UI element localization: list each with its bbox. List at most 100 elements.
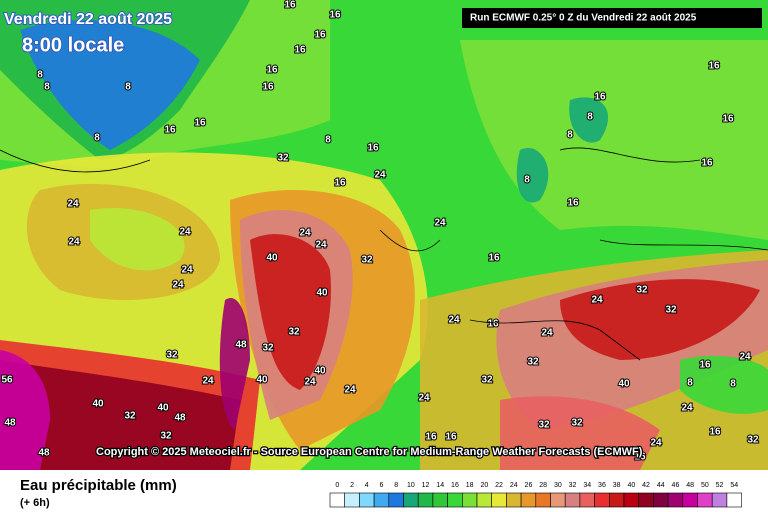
contour-label: 40 xyxy=(157,403,169,414)
scale-swatch xyxy=(535,492,551,508)
contour-label: 16 xyxy=(194,118,206,129)
contour-label: 24 xyxy=(299,228,311,239)
contour-label: 8 xyxy=(325,135,331,146)
map-date: Vendredi 22 août 2025 xyxy=(4,11,172,28)
scale-label: 4 xyxy=(365,482,369,489)
contour-label: 8 xyxy=(524,175,530,186)
scale-label: 44 xyxy=(657,482,665,489)
scale-swatch xyxy=(564,492,581,508)
scale-swatch xyxy=(726,492,742,508)
contour-label: 16 xyxy=(329,10,341,21)
contour-label: 16 xyxy=(567,198,579,209)
contour-label: 16 xyxy=(701,158,713,169)
scale-label: 40 xyxy=(627,482,635,489)
scale-swatch xyxy=(638,492,654,508)
scale-label: 50 xyxy=(701,482,709,489)
contour-label: 24 xyxy=(591,295,603,306)
scale-swatch xyxy=(417,492,434,508)
contour-label: 16 xyxy=(266,65,278,76)
contour-label: 24 xyxy=(172,280,184,291)
contour-label: 24 xyxy=(650,438,662,449)
contour-label: 24 xyxy=(418,393,430,404)
scale-swatch xyxy=(373,492,390,508)
field-region xyxy=(219,298,250,430)
contour-label: 24 xyxy=(374,170,386,181)
contour-label: 16 xyxy=(367,143,379,154)
scale-label: 46 xyxy=(672,482,680,489)
contour-label: 24 xyxy=(179,227,191,238)
contour-label: 8 xyxy=(587,112,593,123)
contour-label: 8 xyxy=(567,130,573,141)
scale-swatch xyxy=(403,492,419,508)
contour-label: 32 xyxy=(636,285,648,296)
contour-label: 16 xyxy=(164,125,176,136)
scale-label: 12 xyxy=(422,482,430,489)
contour-label: 24 xyxy=(434,218,446,229)
contour-label: 40 xyxy=(314,366,326,377)
contour-label: 32 xyxy=(481,375,493,386)
scale-swatch xyxy=(623,492,639,508)
scale-swatch xyxy=(550,492,566,508)
contour-label: 24 xyxy=(68,237,80,248)
coastline xyxy=(0,147,768,361)
contour-label: 40 xyxy=(256,375,268,386)
scale-label: 8 xyxy=(394,482,398,489)
scale-label: 36 xyxy=(598,482,606,489)
scale-label: 6 xyxy=(379,482,383,489)
field-region xyxy=(560,279,760,360)
scale-label: 30 xyxy=(554,482,562,489)
contour-label: 24 xyxy=(181,265,193,276)
contour-label: 8 xyxy=(687,378,693,389)
scale-label: 32 xyxy=(569,482,577,489)
scale-swatch xyxy=(711,492,728,508)
contour-label: 32 xyxy=(665,305,677,316)
scale-swatch xyxy=(344,492,360,508)
contour-label: 16 xyxy=(708,61,720,72)
scale-swatch xyxy=(506,492,522,508)
scale-swatch xyxy=(461,492,478,508)
contour-label: 16 xyxy=(334,178,346,189)
contour-label: 40 xyxy=(266,253,278,264)
scale-label: 42 xyxy=(642,482,650,489)
contour-label: 8 xyxy=(125,82,131,93)
contour-label: 16 xyxy=(488,253,500,264)
scale-label: 26 xyxy=(525,482,533,489)
map xyxy=(0,0,768,470)
scale-swatch xyxy=(697,492,713,508)
contour-label: 40 xyxy=(92,399,104,410)
field-region xyxy=(516,148,549,203)
contour-label: 8 xyxy=(44,82,50,93)
contour-label: 16 xyxy=(284,0,296,11)
copyright: Copyright © 2025 Meteociel.fr - Source E… xyxy=(96,446,643,458)
contour-label: 32 xyxy=(160,431,172,442)
contour-label: 48 xyxy=(235,340,247,351)
contour-label: 24 xyxy=(541,328,553,339)
scale-label: 38 xyxy=(613,482,621,489)
field-region xyxy=(680,355,768,414)
contour-label: 24 xyxy=(681,403,693,414)
contour-label: 32 xyxy=(571,418,583,429)
run-box xyxy=(462,8,762,28)
scale-swatch xyxy=(432,492,448,508)
scale-swatch xyxy=(491,492,507,508)
contour-label: 32 xyxy=(277,153,289,164)
contour-label: 32 xyxy=(262,343,274,354)
run-label: Run ECMWF 0.25° 0 Z du Vendredi 22 août … xyxy=(470,13,697,24)
field-region xyxy=(0,350,50,470)
contour-label: 24 xyxy=(739,352,751,363)
contour-label: 56 xyxy=(1,375,13,386)
scale-label: 24 xyxy=(510,482,518,489)
contour-label: 24 xyxy=(67,199,79,210)
scale-swatch xyxy=(447,492,463,508)
contour-label: 48 xyxy=(38,448,50,459)
scale-label: 48 xyxy=(686,482,694,489)
scale-label: 10 xyxy=(407,482,415,489)
scale-swatch xyxy=(608,492,625,508)
contour-label: 40 xyxy=(618,379,630,390)
contour-label: 24 xyxy=(202,376,214,387)
contour-label: 32 xyxy=(527,357,539,368)
contour-label: 24 xyxy=(344,385,356,396)
contour-label: 16 xyxy=(699,360,711,371)
scale-label: 52 xyxy=(716,482,724,489)
